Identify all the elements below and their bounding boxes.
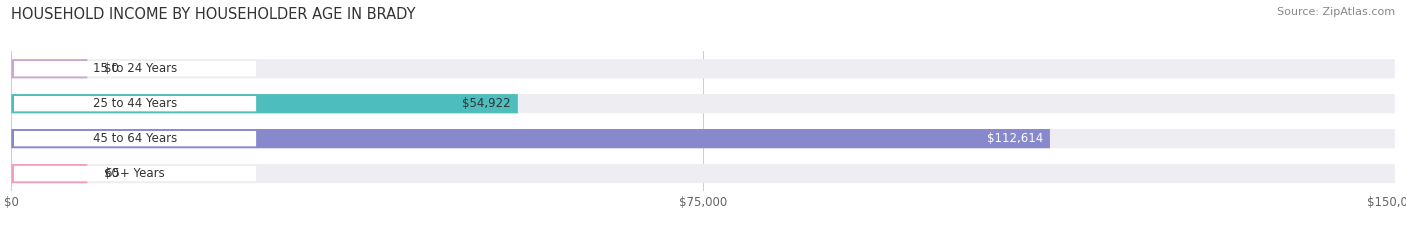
Text: 45 to 64 Years: 45 to 64 Years <box>93 132 177 145</box>
Text: $0: $0 <box>104 167 120 180</box>
FancyBboxPatch shape <box>11 164 87 183</box>
Text: Source: ZipAtlas.com: Source: ZipAtlas.com <box>1277 7 1395 17</box>
FancyBboxPatch shape <box>14 131 256 146</box>
FancyBboxPatch shape <box>11 59 87 78</box>
Text: 25 to 44 Years: 25 to 44 Years <box>93 97 177 110</box>
FancyBboxPatch shape <box>11 129 1050 148</box>
FancyBboxPatch shape <box>14 166 256 181</box>
Text: $54,922: $54,922 <box>463 97 510 110</box>
FancyBboxPatch shape <box>11 94 1395 113</box>
Text: 15 to 24 Years: 15 to 24 Years <box>93 62 177 75</box>
FancyBboxPatch shape <box>11 59 1395 78</box>
FancyBboxPatch shape <box>11 94 517 113</box>
Text: $0: $0 <box>104 62 120 75</box>
Text: 65+ Years: 65+ Years <box>105 167 165 180</box>
Text: $112,614: $112,614 <box>987 132 1043 145</box>
FancyBboxPatch shape <box>14 61 256 76</box>
FancyBboxPatch shape <box>11 164 1395 183</box>
Text: HOUSEHOLD INCOME BY HOUSEHOLDER AGE IN BRADY: HOUSEHOLD INCOME BY HOUSEHOLDER AGE IN B… <box>11 7 416 22</box>
FancyBboxPatch shape <box>14 96 256 111</box>
FancyBboxPatch shape <box>11 129 1395 148</box>
